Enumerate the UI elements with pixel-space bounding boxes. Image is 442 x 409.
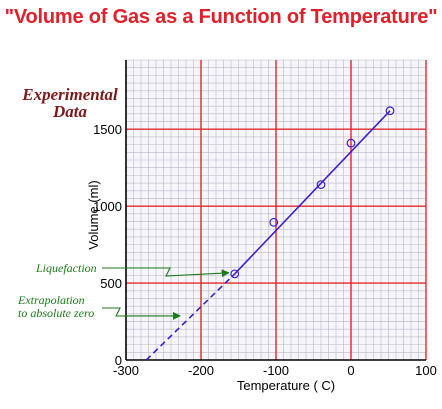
annotation-text: to absolute zero (18, 306, 94, 320)
data-point (230, 269, 240, 279)
annotation-text: Extrapolation (17, 293, 85, 307)
chart-title: "Volume of Gas as a Function of Temperat… (4, 6, 438, 28)
y-axis-label: Volume (ml) (86, 180, 101, 249)
data-point (269, 217, 279, 227)
y-tick-label: 1500 (93, 122, 122, 137)
x-tick-label: -100 (263, 363, 289, 378)
annotation-text: Liquefaction (35, 261, 97, 275)
subtitle-line-1: Experimental (22, 85, 118, 104)
major-grid (126, 60, 427, 360)
data-point (385, 106, 395, 116)
chart-subtitle: Experimental Data (10, 86, 130, 120)
annotation-arrow (102, 307, 181, 320)
extrapolation-line (145, 273, 236, 361)
annotation-arrow (102, 267, 230, 278)
y-tick-label: 1000 (93, 199, 122, 214)
x-tick-label: 0 (347, 363, 354, 378)
fit-line (234, 110, 391, 275)
data-point (346, 138, 356, 148)
subtitle-line-2: Data (53, 102, 87, 121)
y-tick-label: 0 (115, 353, 122, 368)
x-axis-label: Temperature ( C) (237, 378, 335, 393)
data-point (316, 180, 326, 190)
y-tick-label: 500 (100, 276, 122, 291)
x-tick-label: 100 (415, 363, 437, 378)
x-tick-label: -300 (113, 363, 139, 378)
x-tick-label: -200 (188, 363, 214, 378)
